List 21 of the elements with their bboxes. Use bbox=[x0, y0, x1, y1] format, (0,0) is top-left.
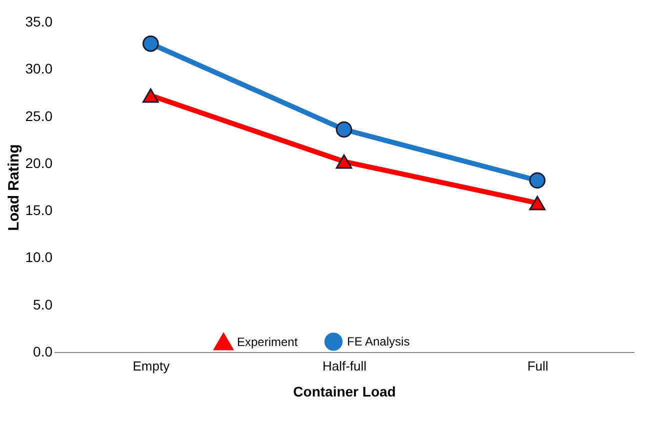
x-axis-title: Container Load bbox=[293, 384, 396, 400]
point bbox=[529, 196, 546, 210]
y-axis-title: Load Rating bbox=[5, 144, 22, 231]
y-tick-label: 10.0 bbox=[25, 249, 53, 266]
point bbox=[336, 121, 352, 138]
y-tick-label: 30.0 bbox=[25, 60, 53, 77]
point bbox=[142, 36, 159, 52]
y-tick-label: 25.0 bbox=[25, 108, 53, 124]
y-tick-label: 35.0 bbox=[25, 14, 53, 30]
legend-label: FE Analysis bbox=[347, 334, 410, 349]
y-tick-label: 20.0 bbox=[25, 154, 53, 171]
y-tick-label: 5.0 bbox=[33, 296, 53, 312]
x-tick-label: Half-full bbox=[322, 358, 367, 374]
point bbox=[142, 88, 159, 103]
y-tick-label: 0.0 bbox=[33, 344, 53, 360]
x-tick-label: Empty bbox=[132, 358, 170, 374]
x-tick-label: Full bbox=[527, 358, 548, 374]
y-tick-label: 15.0 bbox=[25, 202, 53, 218]
point bbox=[529, 172, 546, 189]
legend-label: Experiment bbox=[237, 335, 298, 350]
point bbox=[336, 154, 352, 169]
